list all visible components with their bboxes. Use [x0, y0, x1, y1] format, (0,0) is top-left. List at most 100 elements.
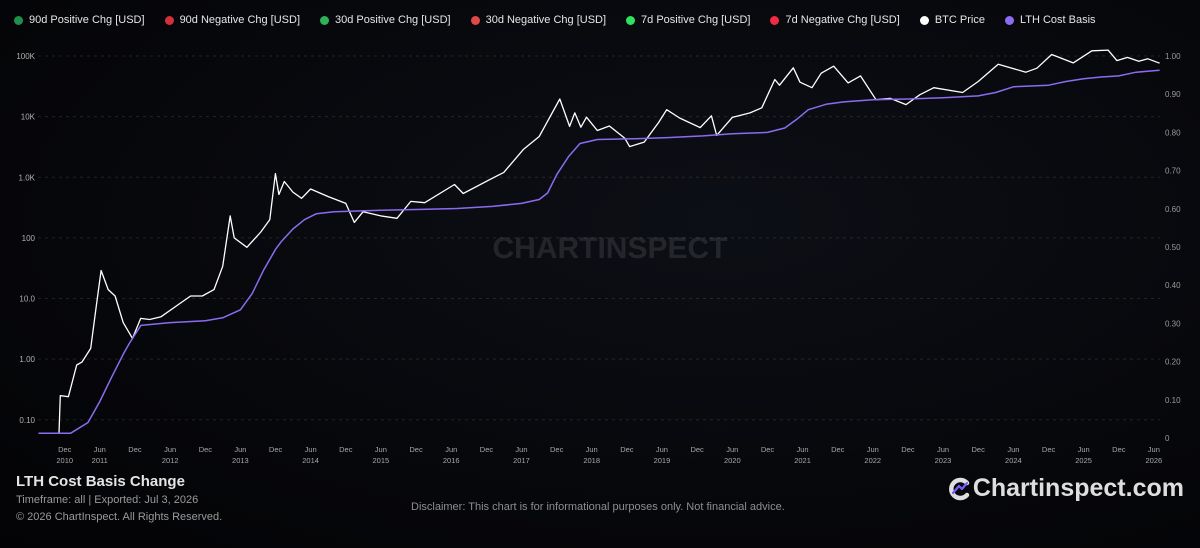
x-axis-tick-label: Dec	[690, 445, 704, 454]
right-axis-tick-label: 1.00	[1165, 52, 1181, 61]
lth-cost-basis-line	[38, 69, 1160, 434]
legend-label: 90d Negative Chg [USD]	[179, 14, 301, 26]
x-axis-year-label: 2011	[92, 456, 108, 465]
chartinspect-logo-icon	[948, 477, 970, 500]
left-axis-tick-label: 100	[22, 234, 36, 243]
x-axis-tick-label: Jun	[726, 445, 738, 454]
x-axis-tick-label: Dec	[480, 445, 494, 454]
x-axis-tick-label: Dec	[409, 445, 423, 454]
right-axis-tick-label: 0.50	[1165, 243, 1181, 252]
legend-item-30d-negative[interactable]: 30d Negative Chg [USD]	[470, 14, 607, 26]
x-axis-year-label: 2015	[372, 456, 389, 465]
x-axis-tick-label: Jun	[1007, 445, 1019, 454]
x-axis-year-label: 2025	[1075, 456, 1092, 465]
legend-dot-icon	[470, 15, 480, 25]
legend-label: 7d Negative Chg [USD]	[785, 14, 900, 26]
legend-label: 90d Positive Chg [USD]	[29, 14, 145, 26]
left-axis-tick-label: 100K	[16, 52, 35, 61]
x-axis-tick-label: Jun	[867, 445, 879, 454]
x-axis-year-label: 2020	[724, 456, 741, 465]
x-axis-tick-label: Jun	[375, 445, 387, 454]
brand-logo[interactable]: Chartinspect.com	[947, 474, 1184, 503]
right-axis-ticks: 0 0.10 0.20 0.30 0.40 0.50 0.60 0.70 0.80 0.90 1.0…	[1165, 52, 1181, 443]
x-axis-year-label: 2013	[232, 456, 249, 465]
legend-item-btc-price[interactable]: BTC Price	[919, 14, 985, 26]
x-axis-year-label: 2018	[583, 456, 600, 465]
x-axis-tick-label: Dec	[550, 445, 564, 454]
right-axis-tick-label: 0.40	[1165, 281, 1181, 290]
x-axis-tick-label: Jun	[445, 445, 457, 454]
legend-item-90d-positive[interactable]: 90d Positive Chg [USD]	[14, 14, 145, 26]
legend-item-7d-positive[interactable]: 7d Positive Chg [USD]	[626, 14, 750, 26]
right-axis-tick-label: 0.10	[1165, 396, 1181, 405]
x-axis-year-label: 2021	[794, 456, 811, 465]
x-axis-tick-label: Dec	[128, 445, 142, 454]
legend-dot-icon	[164, 15, 174, 25]
x-axis-tick-label: Dec	[831, 445, 845, 454]
x-axis-tick-label: Dec	[1112, 445, 1126, 454]
legend-item-lth-cost-basis[interactable]: LTH Cost Basis	[1004, 14, 1096, 26]
x-axis-tick-label: Jun	[1078, 445, 1090, 454]
watermark: CHARTINSPECT	[492, 232, 727, 265]
x-axis-year-label: 2012	[162, 456, 179, 465]
x-axis-tick-label: Jun	[515, 445, 527, 454]
legend-dot-icon	[320, 15, 330, 25]
x-axis-year-label: 2019	[654, 456, 671, 465]
legend-dot-icon	[1004, 15, 1014, 25]
x-axis-tick-label: Jun	[656, 445, 668, 454]
legend-dot-icon	[14, 15, 23, 25]
brand-text: Chartinspect.com	[972, 474, 1184, 502]
legend-dot-icon	[626, 15, 636, 25]
legend-item-90d-negative[interactable]: 90d Negative Chg [USD]	[164, 14, 301, 26]
x-axis-tick-label: Dec	[199, 445, 213, 454]
x-axis-tick-label: Jun	[1148, 445, 1160, 454]
right-axis-tick-label: 0.90	[1165, 90, 1181, 99]
left-axis-tick-label: 1.00	[19, 355, 35, 364]
left-axis-tick-label: 0.10	[19, 416, 35, 425]
x-axis-tick-label: Dec	[339, 445, 353, 454]
left-axis-tick-label: 10.0	[19, 295, 35, 304]
left-axis-tick-label: 1.0K	[19, 173, 36, 182]
legend-dot-icon	[919, 15, 929, 25]
x-axis-tick-label: Jun	[164, 445, 176, 454]
x-axis-tick-label: Dec	[761, 445, 775, 454]
x-axis-year-label: 2014	[302, 456, 319, 465]
x-axis-year-label: 2023	[935, 456, 952, 465]
x-axis-tick-label: Dec	[972, 445, 986, 454]
x-axis-tick-label: Jun	[937, 445, 949, 454]
btc-price-line	[38, 49, 1160, 434]
disclaimer-text: Disclaimer: This chart is for informatio…	[411, 501, 785, 513]
x-axis-year-label: 2016	[443, 456, 460, 465]
chart-title: LTH Cost Basis Change	[16, 473, 185, 490]
copyright-text: © 2026 ChartInspect. All Rights Reserved…	[16, 511, 223, 523]
x-axis-year-label: 2010	[56, 456, 73, 465]
chart-grid	[38, 55, 1160, 421]
x-axis-year-label: 2024	[1005, 456, 1022, 465]
right-axis-tick-label: 0	[1165, 434, 1170, 443]
right-axis-tick-label: 0.80	[1165, 128, 1181, 137]
left-axis-tick-label: 10K	[21, 113, 36, 122]
legend-label: LTH Cost Basis	[1019, 14, 1096, 26]
x-axis-tick-label: Jun	[305, 445, 317, 454]
chart-series	[38, 49, 1160, 434]
x-axis-tick-label: Dec	[1042, 445, 1056, 454]
x-axis-tick-label: Dec	[901, 445, 915, 454]
x-axis-ticks: Dec 2010 Jun 2011 Dec Jun 2012 Dec Jun 2013 Dec Jun…	[56, 445, 1162, 465]
chart-meta: Timeframe: all | Exported: Jul 3, 2026	[16, 494, 199, 506]
legend-label: 30d Positive Chg [USD]	[335, 14, 451, 26]
right-axis-tick-label: 0.30	[1165, 319, 1181, 328]
x-axis-tick-label: Jun	[234, 445, 246, 454]
legend-label: BTC Price	[934, 14, 985, 26]
x-axis-tick-label: Jun	[796, 445, 808, 454]
x-axis-tick-label: Jun	[94, 445, 106, 454]
right-axis-tick-label: 0.60	[1165, 205, 1181, 214]
legend-label: 30d Negative Chg [USD]	[485, 14, 607, 26]
legend-label: 7d Positive Chg [USD]	[641, 14, 751, 26]
legend-item-7d-negative[interactable]: 7d Negative Chg [USD]	[770, 14, 900, 26]
legend-item-30d-positive[interactable]: 30d Positive Chg [USD]	[320, 14, 451, 26]
chart-legend: 90d Positive Chg [USD] 90d Negative Chg …	[14, 10, 1096, 30]
x-axis-year-label: 2017	[513, 456, 530, 465]
x-axis-tick-label: Dec	[269, 445, 283, 454]
x-axis-year-label: 2022	[864, 456, 881, 465]
